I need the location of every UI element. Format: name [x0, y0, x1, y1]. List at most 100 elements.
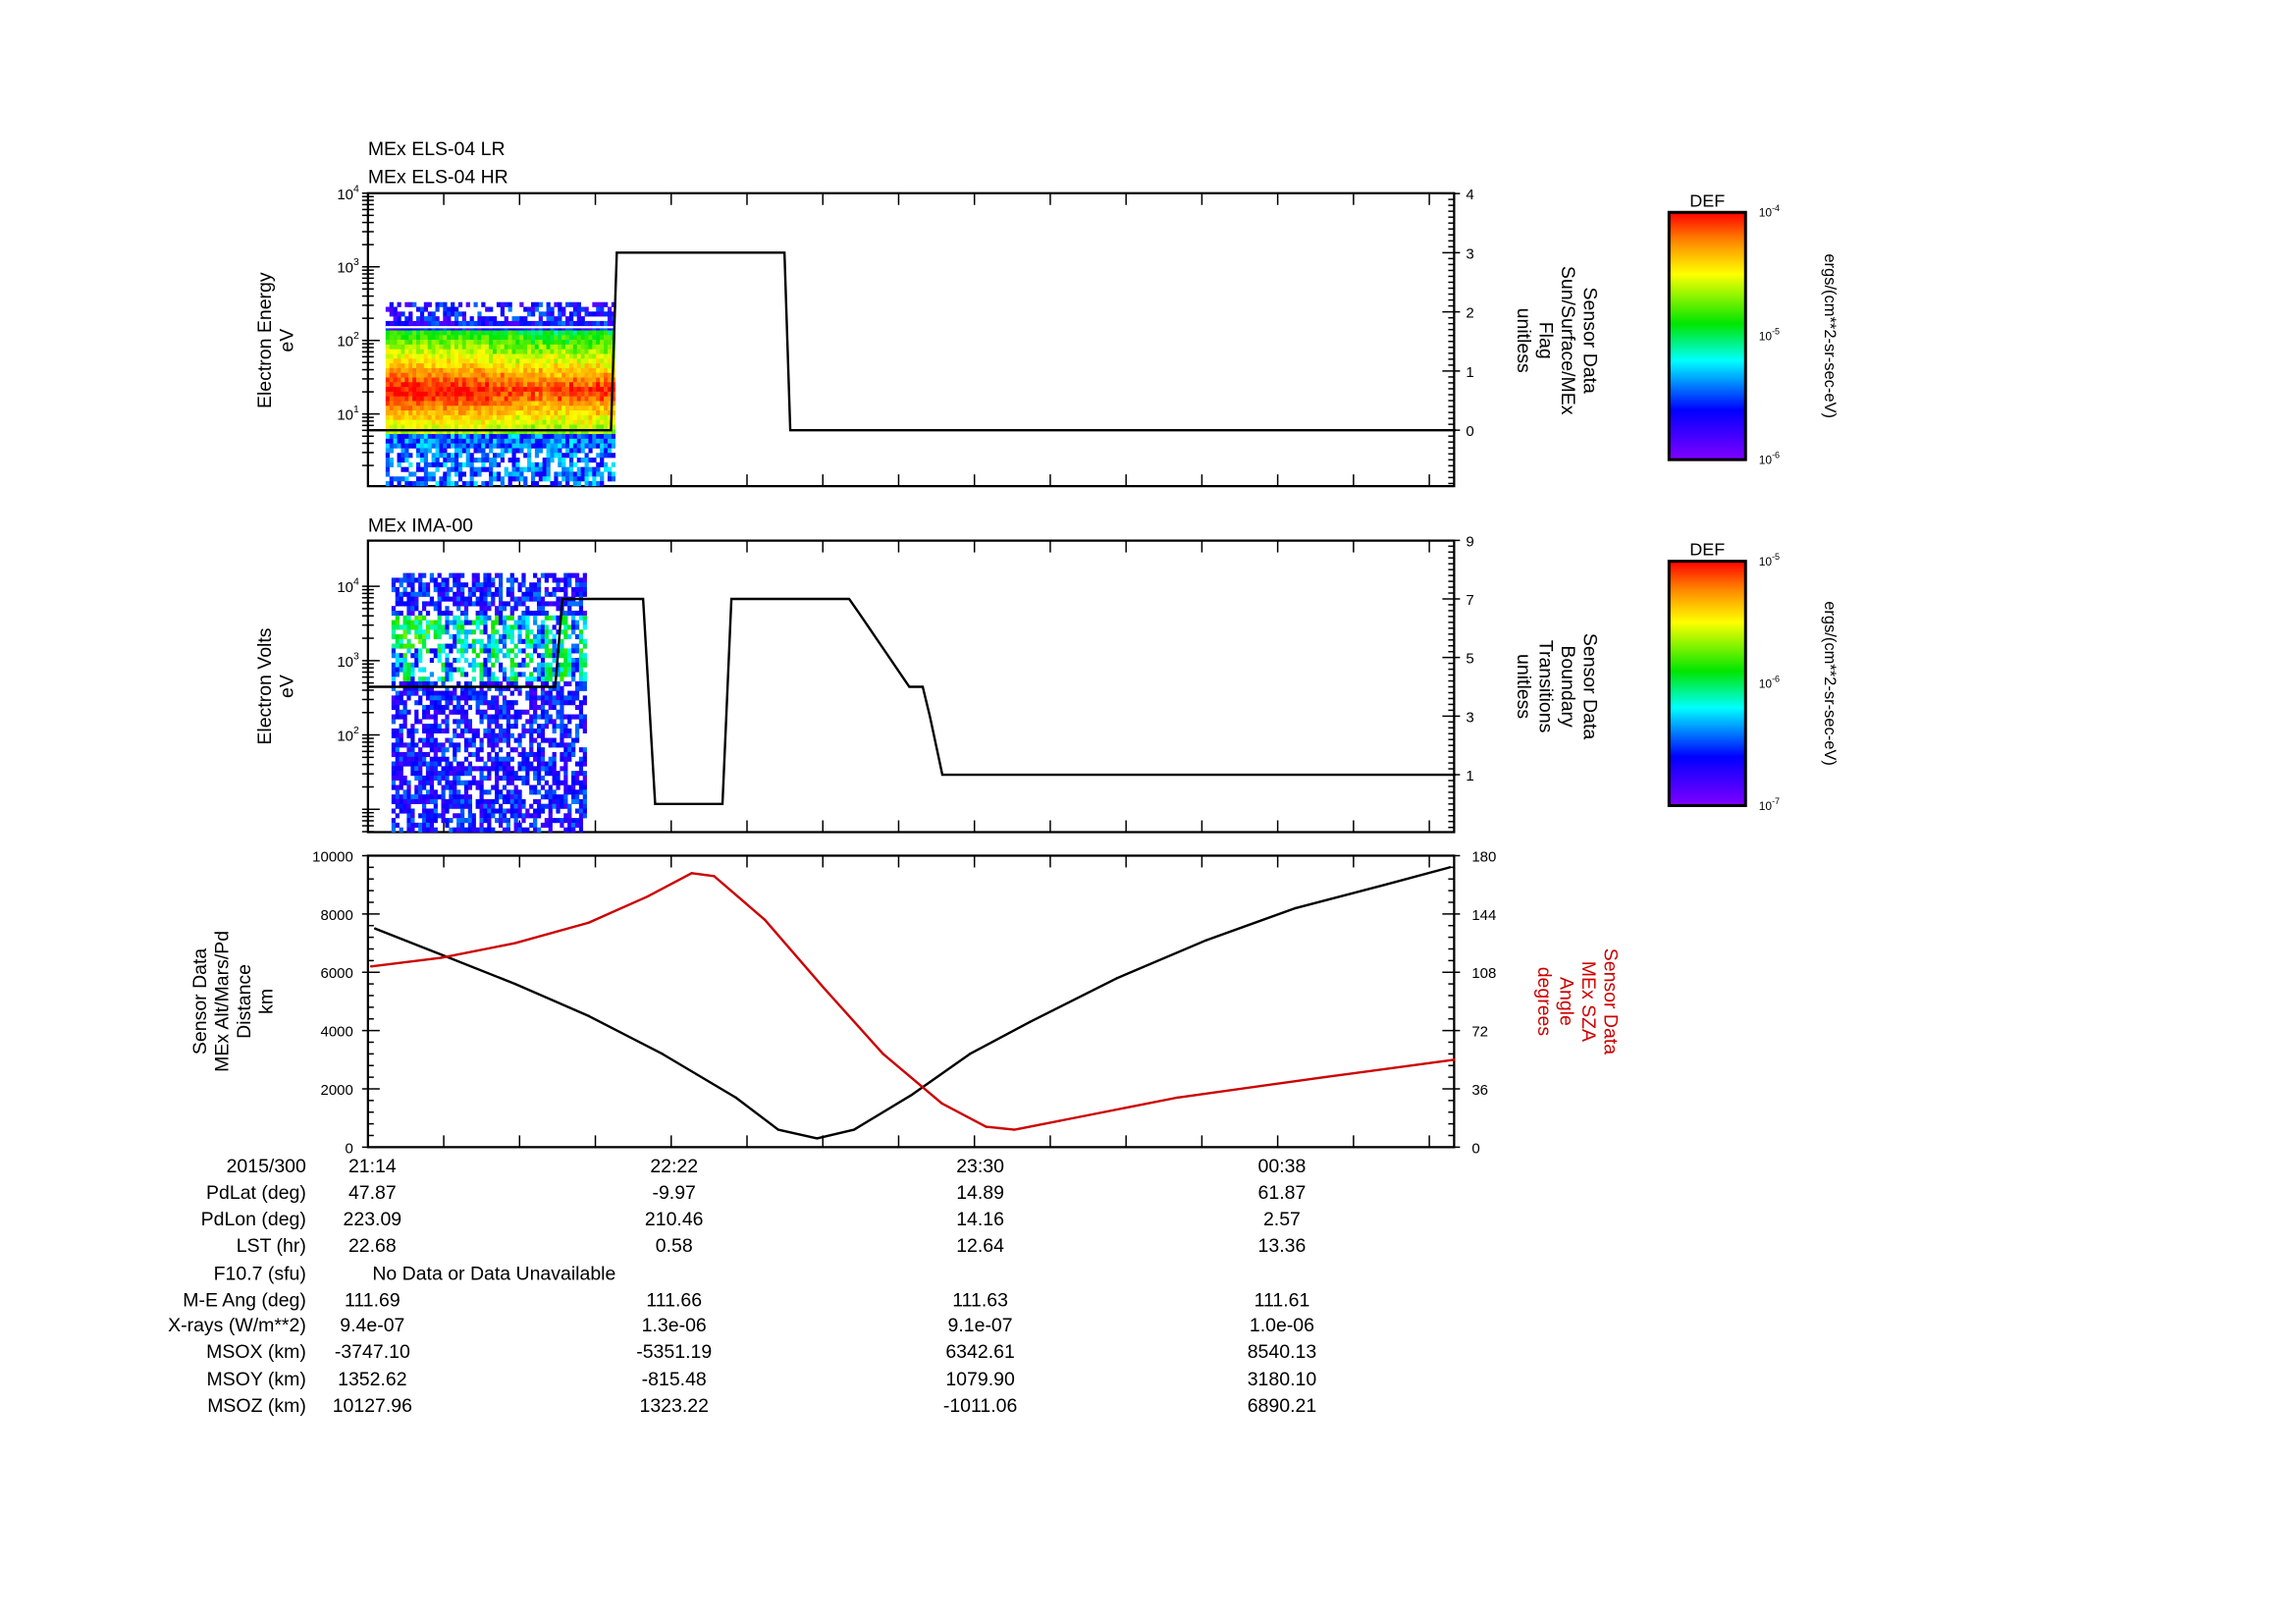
spectrogram-cell	[563, 756, 568, 762]
spectrogram-cell	[451, 414, 455, 420]
spectrogram-cell	[548, 798, 553, 805]
spectrogram-cell	[456, 732, 461, 738]
spectrogram-cell	[441, 695, 446, 701]
spectrogram-cell	[517, 648, 522, 654]
spectrogram-cell	[536, 606, 542, 612]
spectrogram-cell	[529, 676, 534, 682]
spectrogram-cell	[548, 827, 553, 833]
spectrogram-cell	[572, 414, 578, 420]
spectrogram-cell	[546, 377, 551, 383]
spectrogram-cell	[456, 700, 461, 706]
spectrogram-cell	[495, 794, 500, 800]
spectrogram-cell	[534, 301, 540, 307]
spectrogram-cell	[422, 728, 427, 734]
spectrogram-cell	[465, 453, 470, 459]
spectrogram-cell	[385, 419, 391, 425]
spectrogram-cell	[491, 803, 496, 809]
spectrogram-cell	[425, 582, 431, 588]
spectrogram-cell	[506, 728, 510, 734]
spectrogram-cell	[533, 638, 538, 644]
spectrogram-cell	[399, 766, 403, 772]
spectrogram-cell	[404, 320, 409, 327]
spectrogram-cell	[453, 620, 457, 625]
spectrogram-cell	[507, 372, 512, 378]
spectrogram-cell	[495, 775, 500, 782]
spectrogram-cell	[463, 719, 469, 725]
spectrogram-cell	[558, 372, 562, 378]
spectrogram-cell	[489, 330, 494, 336]
spectrogram-cell	[393, 344, 398, 351]
spectrogram-cell	[513, 771, 518, 777]
spectrogram-cell	[507, 424, 512, 430]
spectrogram-cell	[582, 789, 587, 795]
spectrogram-cell	[431, 382, 436, 388]
spectrogram-cell	[410, 577, 415, 583]
spectrogram-cell	[571, 775, 576, 782]
spectrogram-cell	[469, 466, 474, 472]
spectrogram-cell	[567, 582, 572, 588]
spectrogram-cell	[473, 396, 478, 402]
spectrogram-cell	[534, 396, 540, 402]
spectrogram-cell	[451, 372, 455, 378]
spectrogram-cell	[414, 629, 419, 635]
spectrogram-cell	[385, 335, 391, 341]
spectrogram-cell	[483, 803, 488, 809]
spectrogram-cell	[402, 700, 407, 706]
spectrogram-cell	[519, 414, 524, 420]
spectrogram-cell	[571, 620, 576, 625]
spectrogram-cell	[439, 410, 444, 416]
spectrogram-cell	[546, 340, 551, 346]
spectrogram-cell	[495, 789, 500, 795]
spectrogram-cell	[536, 756, 542, 762]
spectrogram-cell	[576, 438, 581, 444]
spectrogram-cell	[456, 577, 461, 583]
spectrogram-cell	[404, 387, 409, 393]
spectrogram-cell	[515, 461, 520, 467]
spectrogram-cell	[515, 410, 520, 416]
spectrogram-cell	[467, 685, 472, 691]
spectrogram-cell	[389, 461, 394, 467]
spectrogram-cell	[588, 410, 593, 416]
spectrogram-cell	[561, 461, 566, 467]
spectrogram-cell	[568, 396, 574, 402]
spectrogram-cell	[552, 653, 557, 659]
spectrogram-cell	[400, 353, 405, 359]
spectrogram-cell	[457, 419, 463, 425]
spectrogram-cell	[451, 424, 455, 430]
spectrogram-cell	[530, 320, 536, 327]
spectrogram-cell	[504, 434, 508, 440]
spectrogram-cell	[418, 794, 423, 800]
spectrogram-cell	[441, 624, 446, 630]
spectrogram-cell	[580, 335, 585, 341]
spectrogram-cell	[604, 367, 609, 373]
spectrogram-cell	[399, 771, 403, 777]
spectrogram-cell	[552, 704, 557, 711]
spectrogram-cell	[463, 700, 469, 706]
altitude-point	[661, 1053, 664, 1055]
spectrogram-cell	[475, 653, 480, 659]
spectrogram-cell	[473, 419, 478, 425]
spectrogram-cell	[500, 358, 505, 364]
spectrogram-cell	[584, 349, 589, 354]
spectrogram-cell	[419, 340, 425, 346]
spectrogram-cell	[454, 340, 459, 346]
spectrogram-cell	[443, 443, 448, 449]
spectrogram-cell	[473, 344, 478, 351]
spectrogram-cell	[395, 737, 400, 743]
spectrogram-cell	[422, 680, 427, 687]
spectrogram-cell	[397, 434, 401, 440]
spectrogram-cell	[439, 481, 444, 487]
spectrogram-cell	[546, 306, 551, 312]
spectrogram-cell	[487, 643, 492, 649]
spectrogram-cell	[582, 728, 587, 734]
row-value: -815.48	[642, 1369, 707, 1390]
tick-base: 10	[1759, 799, 1773, 813]
spectrogram-cell	[475, 638, 480, 644]
spectrogram-cell	[492, 471, 498, 477]
spectrogram-cell	[483, 798, 488, 805]
spectrogram-cell	[385, 481, 391, 487]
spectrogram-cell	[500, 410, 505, 416]
spectrogram-cell	[465, 424, 470, 430]
spectrogram-cell	[419, 458, 425, 463]
spectrogram-cell	[425, 822, 431, 828]
